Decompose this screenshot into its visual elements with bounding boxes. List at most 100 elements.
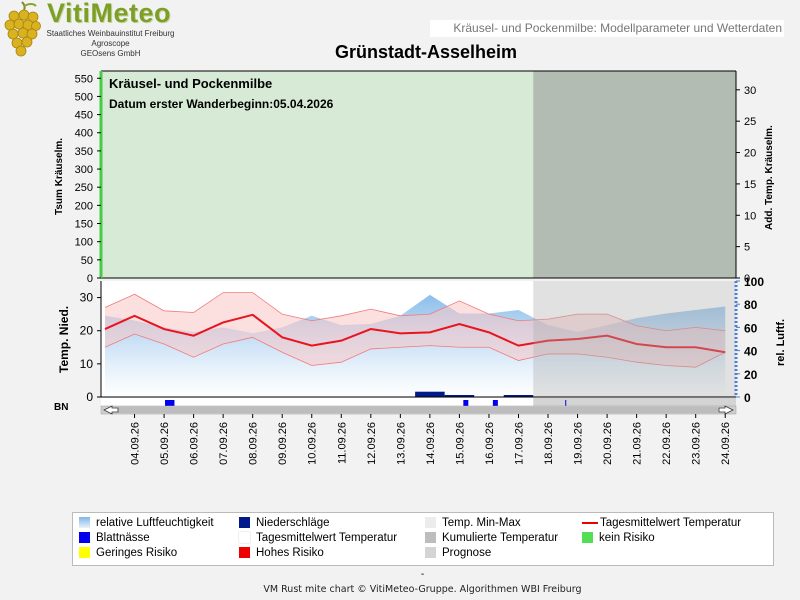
legend-label: Tagesmittelwert Temperatur [600,517,742,529]
legend-label: Niederschläge [256,517,330,529]
tick-label: 20 [744,368,758,382]
precip-bar [415,391,445,397]
precip-bar [503,395,534,397]
tick-label: 0 [744,273,750,285]
tick-label: 550 [75,73,93,85]
logo-geosens: GEOsens GmbH [80,49,141,58]
panel-weather: 0 10 20 30 0 20 40 60 80 100 Temp. Nied. rel. Lu… [57,275,787,405]
tick-label: 200 [75,200,93,212]
date-label: 23.09.26 [691,422,703,465]
tick-label: 350 [75,146,93,158]
tick-label: 0 [744,391,751,405]
tick-label: 5 [744,242,750,254]
legend-label: Hohes Risiko [256,547,324,559]
precip-swatch [239,517,250,528]
date-label: 21.09.26 [632,422,644,465]
date-label: 12.09.26 [366,422,378,465]
grape-icon [4,1,41,57]
date-label: 22.09.26 [661,422,673,465]
chart-subtitle: Kräusel- und Pockenmilbe: Modellparamete… [430,20,784,37]
legend-label: kein Risiko [599,532,655,544]
hohes-risiko-swatch [239,547,250,558]
tick-label: 80 [744,298,758,312]
tick-label: 40 [744,345,758,359]
ylabel-tsum: Tsum Kräuselm. [54,138,65,215]
temp-mean-line [104,313,726,354]
footer-credit: VM Rust mite chart © VitiMeteo-Gruppe. A… [263,584,582,595]
date-label: 10.09.26 [307,422,319,465]
tick-label: 15 [744,179,756,191]
precip-bars [415,391,534,397]
date-label: 20.09.26 [602,422,614,465]
tick-label: 500 [75,91,93,103]
temp-tick-labels: 0 10 20 30 [80,291,101,404]
ylabel-bn: BN [54,402,68,413]
date-label: 08.09.26 [248,422,260,465]
panel-title: Kräusel- und Pockenmilbe [109,76,272,91]
date-label: 11.09.26 [336,422,348,464]
temp-mean-swatch [582,522,598,524]
temp-min-line [104,333,726,368]
date-label: 17.09.26 [513,422,525,465]
humidity-swatch [79,517,90,528]
tick-label: 30 [80,291,94,305]
tick-label: 25 [744,116,756,128]
temp-minmax-band [105,292,726,368]
geringes-risiko-swatch [79,547,90,558]
date-label: 18.09.26 [543,422,555,465]
wanderbeginn-annotation: Datum erster Wanderbeginn:05.04.2026 [109,97,334,111]
scrollbar[interactable] [100,405,737,415]
tick-label: 300 [75,164,93,176]
date-label: 15.09.26 [454,422,466,465]
tick-label: 150 [75,219,93,231]
legend-label: Geringes Risiko [96,547,178,559]
cumul-swatch [425,532,436,543]
forecast-area-top [533,71,736,278]
legend-label: relative Luftfeuchtigkeit [96,517,214,529]
tick-label: 20 [744,148,756,160]
tick-label: 0 [86,390,93,404]
tick-label: 100 [744,275,764,289]
logo-institute: Staatliches Weinbauinstitut Freiburg [46,29,175,38]
date-label: 16.09.26 [484,422,496,465]
humidity-tick-labels: 0 20 40 60 80 100 [736,275,764,405]
date-label: 04.09.26 [130,422,142,465]
tick-label: 20 [80,324,94,338]
forecast-area-weather [533,281,736,397]
scroll-right-arrow-icon[interactable] [718,405,734,415]
scroll-left-arrow-icon[interactable] [103,405,119,415]
date-label: 06.09.26 [189,422,201,465]
legend-label: Kumulierte Temperatur [442,532,559,544]
tick-label: 400 [75,128,93,140]
date-axis-labels: 04.09.26 05.09.26 06.09.26 07.09.26 08.09.26… [130,414,732,465]
leafwet-swatch [79,532,90,543]
prognose-swatch [425,547,436,558]
ylabel-rel-luftf: rel. Luftf. [775,319,787,366]
date-label: 09.09.26 [277,422,289,465]
legend-label: Tagesmittelwert Temperatur [256,532,398,544]
date-label: 24.09.26 [720,422,732,465]
logo-title: VitiMeteo [47,0,172,28]
tick-label: 450 [75,110,93,122]
date-label: 07.09.26 [218,422,230,465]
tsum-tick-labels: 0 50 100 150 200 250 300 350 400 450 500 550 [75,73,101,285]
date-label: 05.09.26 [159,422,171,465]
logo-agroscope: Agroscope [91,39,130,48]
tick-label: 100 [75,237,93,249]
vitimeteo-logo: VitiMeteo Staatliches Weinbauinstitut Fr… [0,0,190,62]
legend-label: Blattnässe [96,532,150,544]
panel-tsum: 0 50 100 150 200 250 300 350 400 450 500 550 0 5 10 15… [54,70,775,285]
date-label: 14.09.26 [425,422,437,465]
station-title: Grünstadt-Asselheim [334,42,518,62]
temp-mean-white-swatch [239,532,250,543]
temp-minmax-swatch [425,517,436,528]
legend-label: Temp. Min-Max [442,517,521,529]
tick-label: 60 [744,321,758,335]
tick-label: 10 [744,210,756,222]
tick-label: 10 [80,357,94,371]
tick-label: 0 [87,273,93,285]
add-temp-tick-labels: 0 5 10 15 20 25 30 [736,85,756,285]
chart-legend: relative Luftfeuchtigkeit Niederschläge … [72,512,774,566]
tick-label: 50 [81,255,93,267]
